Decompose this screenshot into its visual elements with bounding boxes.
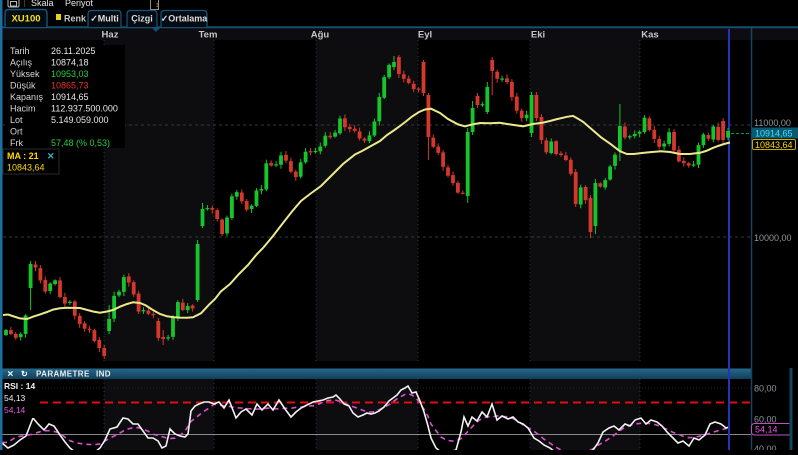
svg-text:Yüksek: Yüksek <box>10 69 40 79</box>
svg-text:54,13: 54,13 <box>4 393 26 403</box>
svg-text:✓Ortalama: ✓Ortalama <box>161 14 209 24</box>
svg-text:Tarih: Tarih <box>10 46 30 56</box>
svg-text:↻: ↻ <box>21 369 28 378</box>
svg-text:Hacim: Hacim <box>10 104 36 114</box>
svg-text:80,00: 80,00 <box>754 384 777 394</box>
svg-text:Haz: Haz <box>102 30 119 41</box>
svg-text:Kas: Kas <box>641 30 658 41</box>
svg-text:60,00: 60,00 <box>754 415 777 425</box>
svg-text:✕: ✕ <box>47 151 55 161</box>
svg-text:Açılış: Açılış <box>10 58 33 68</box>
svg-text:Çizgi: Çizgi <box>131 14 153 24</box>
svg-text:Lot: Lot <box>10 115 23 125</box>
svg-text:5.149.059.000: 5.149.059.000 <box>51 115 109 125</box>
svg-text:26.11.2025: 26.11.2025 <box>51 46 95 56</box>
svg-text:112.937.500.000: 112.937.500.000 <box>51 104 118 114</box>
svg-text:Düşük: Düşük <box>10 81 36 91</box>
svg-text:57,48 (% 0,53): 57,48 (% 0,53) <box>51 138 110 148</box>
svg-text:IND: IND <box>96 369 111 378</box>
svg-text:40,00: 40,00 <box>754 444 777 450</box>
svg-text:54,14: 54,14 <box>4 405 26 415</box>
svg-text:Skala: Skala <box>31 0 54 8</box>
svg-text:10914,65: 10914,65 <box>755 129 793 139</box>
svg-text:Kapanış: Kapanış <box>10 92 44 102</box>
svg-text:Ağu: Ağu <box>311 30 330 41</box>
svg-text:10843,64: 10843,64 <box>7 163 45 173</box>
svg-text:10874,18: 10874,18 <box>51 58 89 68</box>
svg-text:✕: ✕ <box>7 369 14 378</box>
svg-text:XU100: XU100 <box>11 14 40 25</box>
svg-text:PARAMETRE: PARAMETRE <box>36 369 90 378</box>
svg-text:11000,00: 11000,00 <box>754 118 791 128</box>
svg-text:RSI : 14: RSI : 14 <box>4 381 35 391</box>
svg-text:Frk: Frk <box>10 138 23 148</box>
svg-text:Eki: Eki <box>531 30 545 41</box>
svg-text:Ort: Ort <box>10 126 23 136</box>
svg-text:10914,65: 10914,65 <box>51 92 89 102</box>
svg-text:10953,03: 10953,03 <box>51 69 89 79</box>
svg-text:10865,73: 10865,73 <box>51 81 89 91</box>
svg-text:Tem: Tem <box>199 30 218 41</box>
svg-text:54,14: 54,14 <box>755 425 778 435</box>
svg-text:10000,00: 10000,00 <box>754 233 792 243</box>
svg-text:MA : 21: MA : 21 <box>7 151 39 161</box>
svg-text:✓Multi: ✓Multi <box>90 14 119 24</box>
svg-text:Eyl: Eyl <box>418 30 432 41</box>
svg-text:Periyot: Periyot <box>65 0 94 8</box>
svg-text:10843,64: 10843,64 <box>755 140 793 150</box>
svg-text:Renk: Renk <box>64 14 87 24</box>
